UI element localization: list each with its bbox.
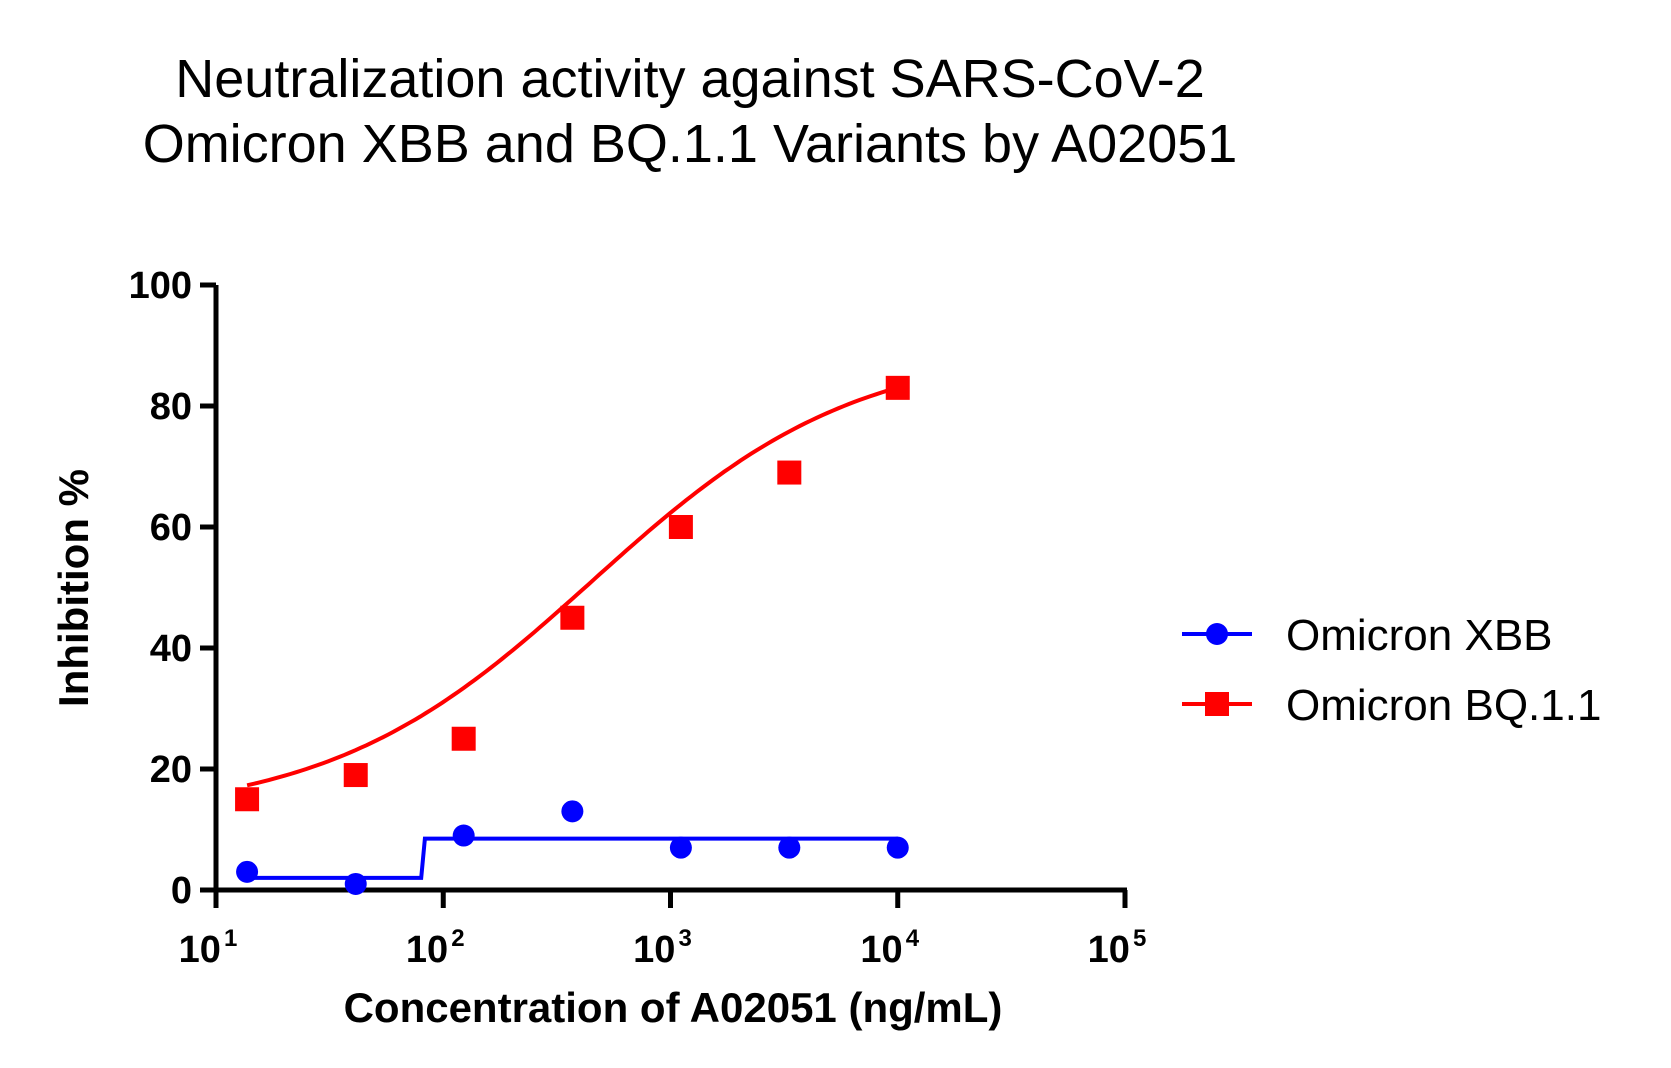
x-tick-label: 10 4 (860, 925, 919, 971)
x-tick-label: 10 3 (633, 925, 692, 971)
chart-title-line-2: Omicron XBB and BQ.1.1 Variants by A0205… (143, 114, 1238, 174)
data-point-bq11 (235, 787, 260, 812)
legend: Omicron XBB Omicron BQ.1.1 (1182, 611, 1601, 730)
legend-label-xbb: Omicron XBB (1286, 611, 1553, 660)
data-point-xbb (886, 836, 909, 859)
data-point-bq11 (343, 763, 368, 788)
data-point-xbb (561, 800, 584, 823)
x-tick-label: 10 2 (406, 925, 465, 971)
fit-curve-bq11 (246, 385, 899, 788)
legend-marker-xbb (1206, 623, 1228, 645)
data-point-bq11 (451, 726, 476, 751)
data-point-xbb (778, 836, 801, 859)
x-tick-label: 10 5 (1088, 925, 1147, 971)
data-point-bq11 (885, 375, 910, 400)
legend-marker-bq11 (1205, 692, 1229, 716)
y-tick-label: 60 (150, 507, 192, 549)
x-tick-label: 10 1 (179, 925, 238, 971)
chart-title-line-1: Neutralization activity against SARS-CoV… (175, 49, 1204, 109)
x-axis-title: Concentration of A02051 (ng/mL) (344, 984, 1003, 1031)
y-tick-label: 80 (150, 386, 192, 428)
y-axis-title: Inhibition % (50, 469, 97, 707)
legend-label-bq11: Omicron BQ.1.1 (1286, 681, 1601, 730)
y-tick-label: 100 (129, 265, 192, 307)
y-tick-label: 0 (171, 870, 192, 912)
data-point-xbb (344, 872, 367, 895)
data-point-bq11 (777, 460, 802, 485)
y-tick-label: 40 (150, 628, 192, 670)
data-point-xbb (236, 860, 259, 883)
fit-curve-xbb (247, 836, 898, 880)
data-point-xbb (669, 836, 692, 859)
y-tick-label: 20 (150, 749, 192, 791)
data-point-bq11 (668, 515, 693, 539)
data-point-xbb (452, 824, 475, 847)
data-point-bq11 (560, 605, 585, 630)
